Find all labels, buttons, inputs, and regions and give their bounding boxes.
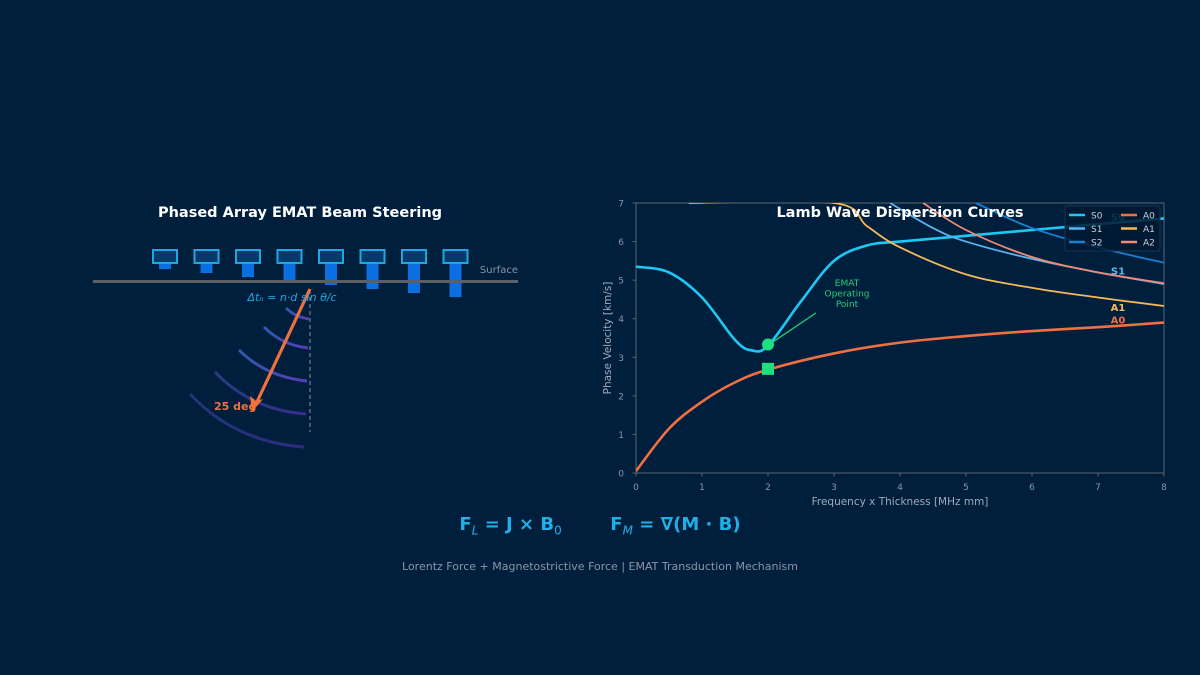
legend-box (1064, 205, 1161, 252)
array-element (193, 249, 220, 273)
y-tick-label: 5 (618, 277, 624, 287)
series-a2 (922, 203, 1164, 285)
x-tick-label: 0 (633, 483, 639, 493)
array-element (276, 249, 303, 281)
transducer-element (442, 249, 469, 264)
operating-point-marker-a0 (762, 362, 774, 375)
array-element (152, 249, 178, 269)
transducer-element (318, 249, 344, 264)
chart-legend: S0 S1 S2 A0 A1 A2 (1064, 205, 1161, 252)
transducer-element (152, 249, 178, 264)
delay-bar (408, 264, 420, 293)
transducer-element (235, 249, 261, 264)
y-tick-label: 6 (618, 238, 624, 248)
delay-bar (159, 264, 171, 269)
y-tick-label: 4 (618, 315, 624, 325)
delay-formula: Δtₙ = n·d sin θ/c (246, 291, 336, 304)
x-tick-label: 5 (963, 483, 969, 493)
dispersion-chart: 0 1 2 3 4 5 6 7 8 0 1 2 3 4 5 6 7 Frequency x Thickness [… (602, 200, 1167, 509)
legend-label-a1: A1 (1143, 225, 1155, 235)
operating-point-annotation: EMAT Operating Point (825, 279, 870, 310)
array-element (235, 249, 261, 277)
series-a0 (636, 321, 1164, 472)
legend-label-s1: S1 (1091, 225, 1102, 235)
curve-label-a0: A0 (1111, 315, 1126, 326)
y-tick-label: 2 (618, 392, 624, 402)
transducer-element (193, 249, 220, 264)
transducer-element (401, 249, 427, 264)
chart-axes: 0 1 2 3 4 5 6 7 8 0 1 2 3 4 5 6 7 Frequency x Thickness [… (602, 200, 1167, 509)
delay-bar (366, 264, 379, 289)
wavefront-3 (237, 348, 308, 383)
wavefront-5 (188, 392, 305, 449)
curve-label-a1: A1 (1111, 303, 1126, 314)
beam-arrow-shaft (254, 288, 312, 405)
delay-bar (242, 264, 254, 277)
x-tick-label: 6 (1029, 483, 1035, 493)
y-tick-label: 0 (618, 470, 624, 480)
chart-series (636, 203, 1164, 472)
series-a1 (688, 203, 1164, 307)
lorentz-force-formula: FL = J × B0 (459, 514, 562, 538)
x-tick-label: 1 (699, 483, 705, 493)
legend-label-a2: A2 (1143, 239, 1155, 249)
array-element (401, 249, 427, 293)
steering-angle-label: 25 deg (214, 400, 256, 413)
delay-bar (325, 264, 337, 285)
operating-point-marker-s0 (762, 338, 774, 351)
beam-steering-title: Phased Array EMAT Beam Steering (157, 205, 443, 221)
x-tick-label: 3 (831, 483, 837, 493)
x-tick-label: 7 (1095, 483, 1101, 493)
array-element (442, 249, 469, 297)
x-axis-label: Frequency x Thickness [MHz mm] (812, 496, 989, 508)
array-element (318, 249, 344, 285)
y-axis-label: Phase Velocity [km/s] (602, 282, 614, 395)
array-element (359, 249, 386, 289)
magnetostrictive-force-formula: FM = ∇(M · B) (610, 514, 741, 538)
y-tick-label: 1 (618, 431, 624, 441)
force-formulas: FL = J × B0 FM = ∇(M · B) (459, 514, 740, 538)
annotation-arrow (772, 312, 817, 343)
x-tick-label: 8 (1161, 483, 1167, 493)
surface-label: Surface (480, 265, 518, 276)
y-tick-label: 3 (618, 354, 624, 364)
curve-label-s1: S1 (1111, 267, 1125, 278)
y-tick-label: 7 (618, 200, 624, 210)
transducer-element (276, 249, 303, 264)
caption: Lorentz Force + Magnetostrictive Force |… (402, 560, 798, 573)
series-s0 (636, 217, 1164, 353)
beam-arrow (250, 288, 312, 412)
delay-bar (200, 264, 213, 273)
x-tick-label: 4 (897, 483, 903, 493)
legend-label-s2: S2 (1091, 239, 1102, 249)
delay-bar (283, 264, 296, 281)
arrowhead-icon (250, 396, 263, 412)
dispersion-chart-title: Lamb Wave Dispersion Curves (776, 205, 1024, 221)
transducer-element (359, 249, 386, 264)
x-tick-label: 2 (765, 483, 771, 493)
legend-label-a0: A0 (1143, 212, 1155, 222)
legend-label-s0: S0 (1091, 212, 1103, 222)
phased-array (152, 249, 469, 297)
